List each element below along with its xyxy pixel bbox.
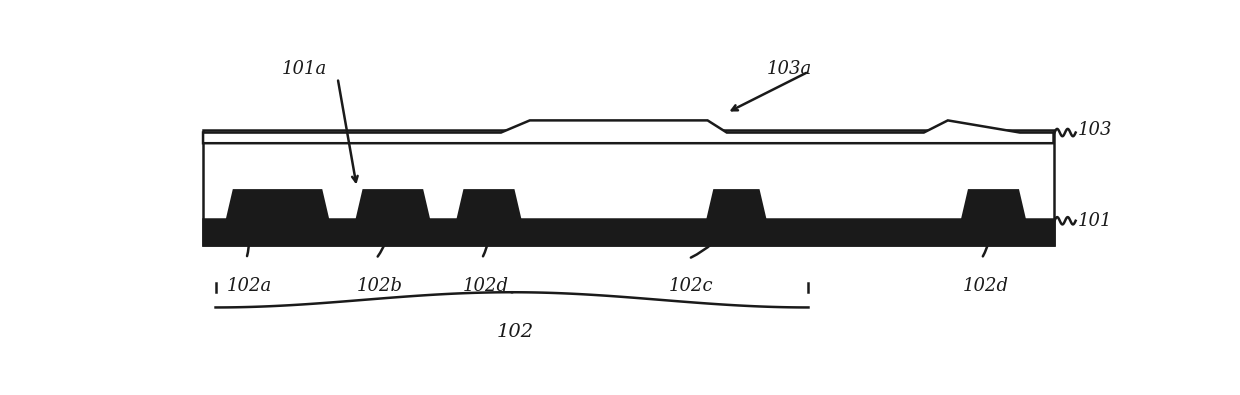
Bar xyxy=(203,130,1054,245)
Polygon shape xyxy=(357,190,429,219)
Bar xyxy=(203,219,1054,245)
Polygon shape xyxy=(458,190,521,219)
Polygon shape xyxy=(708,190,765,219)
Text: 101: 101 xyxy=(1078,212,1112,230)
Text: 102d: 102d xyxy=(463,277,508,295)
Text: 102c: 102c xyxy=(670,277,714,295)
Text: 102b: 102b xyxy=(357,277,403,295)
Text: 103a: 103a xyxy=(766,60,812,77)
Text: 102d: 102d xyxy=(962,277,1008,295)
Text: 101a: 101a xyxy=(281,60,326,77)
Text: 102: 102 xyxy=(497,323,534,340)
Polygon shape xyxy=(227,190,327,219)
Polygon shape xyxy=(962,190,1024,219)
Text: 103: 103 xyxy=(1078,120,1112,139)
Polygon shape xyxy=(203,120,1054,143)
Text: 102a: 102a xyxy=(227,277,273,295)
